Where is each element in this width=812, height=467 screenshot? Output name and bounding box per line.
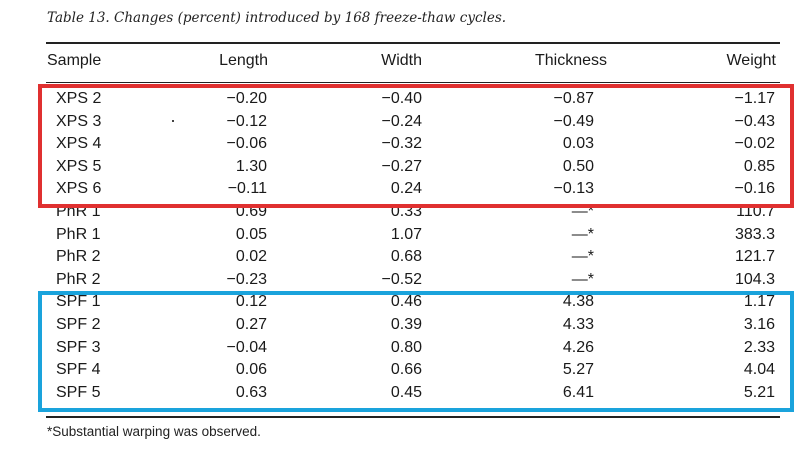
cell-thickness: −0.87 <box>553 90 594 107</box>
table-row: SPF 4 0.06 0.66 5.27 4.04 <box>0 359 812 381</box>
cell-length: 0.02 <box>235 248 267 266</box>
cell-length: 0.63 <box>235 383 267 401</box>
header-thickness: Thickness <box>534 52 607 69</box>
cell-weight: −0.16 <box>734 180 775 198</box>
cell-width: −0.40 <box>381 90 422 107</box>
table-row: SPF 5 0.63 0.45 6.41 5.21 <box>0 382 812 404</box>
cell-sample: XPS 5 <box>56 157 102 175</box>
cell-length: −0.04 <box>226 338 267 356</box>
cell-thickness: —* <box>571 270 594 288</box>
cell-width: −0.32 <box>381 135 422 153</box>
cell-width: 0.39 <box>390 316 422 333</box>
cell-weight: 4.04 <box>743 361 775 379</box>
cell-length: 0.05 <box>235 225 267 243</box>
scan-speck <box>172 120 174 122</box>
cell-width: −0.24 <box>381 112 422 130</box>
cell-weight: 3.16 <box>743 316 775 333</box>
cell-weight: 0.85 <box>743 157 775 175</box>
table-row: XPS 3 −0.12 −0.24 −0.49 −0.43 <box>0 111 812 133</box>
header-width: Width <box>381 52 422 69</box>
cell-length: 0.06 <box>235 361 267 379</box>
table-row: PhR 1 0.05 1.07 —* 383.3 <box>0 224 812 246</box>
cell-length: −0.11 <box>227 180 267 198</box>
cell-thickness: 0.03 <box>562 135 594 153</box>
cell-weight: 5.21 <box>743 383 775 401</box>
cell-weight: −1.17 <box>734 90 775 107</box>
cell-weight: 2.33 <box>743 338 775 356</box>
cell-weight: 383.3 <box>734 225 775 243</box>
cell-length: −0.06 <box>226 135 267 153</box>
cell-thickness: 4.38 <box>562 293 594 311</box>
cell-length: 1.30 <box>235 157 267 175</box>
table-row: PhR 2 0.02 0.68 —* 121.7 <box>0 246 812 268</box>
cell-sample: XPS 4 <box>56 135 102 153</box>
cell-width: 0.45 <box>390 383 422 401</box>
cell-width: 0.66 <box>390 361 422 379</box>
table-footnote: *Substantial warping was observed. <box>47 424 261 439</box>
table-row: XPS 2 −0.20 −0.40 −0.87 −1.17 <box>0 88 812 110</box>
header-length: Length <box>219 52 268 69</box>
cell-sample: PhR 2 <box>56 270 101 288</box>
cell-sample: XPS 6 <box>56 180 102 198</box>
cell-sample: SPF 1 <box>56 293 101 311</box>
table-row: SPF 1 0.12 0.46 4.38 1.17 <box>0 291 812 313</box>
table-header-rule <box>46 82 780 83</box>
header-sample: Sample <box>47 52 102 69</box>
table-caption: Table 13. Changes (percent) introduced b… <box>47 10 507 26</box>
cell-sample: SPF 2 <box>56 316 101 333</box>
cell-width: 0.80 <box>390 338 422 356</box>
cell-thickness: −0.13 <box>553 180 594 198</box>
cell-weight: 1.17 <box>743 293 775 311</box>
cell-thickness: 0.50 <box>562 157 594 175</box>
cell-width: 0.68 <box>390 248 422 266</box>
table-row: XPS 4 −0.06 −0.32 0.03 −0.02 <box>0 133 812 155</box>
cell-length: 0.27 <box>235 316 267 333</box>
cell-width: −0.52 <box>381 270 422 288</box>
cell-sample: XPS 2 <box>56 90 102 107</box>
cell-width: 0.24 <box>390 180 422 198</box>
cell-thickness: —* <box>571 225 594 243</box>
cell-sample: SPF 4 <box>56 361 101 379</box>
cell-thickness: —* <box>571 248 594 266</box>
cell-length: −0.20 <box>226 90 267 107</box>
cell-sample: SPF 5 <box>56 383 101 401</box>
cell-weight: −0.02 <box>734 135 775 153</box>
cell-thickness: 4.26 <box>562 338 594 356</box>
cell-thickness: 4.33 <box>562 316 594 333</box>
cell-thickness: 5.27 <box>562 361 594 379</box>
cell-length: 0.12 <box>235 293 267 311</box>
header-weight: Weight <box>726 52 776 69</box>
cell-sample: SPF 3 <box>56 338 101 356</box>
cell-thickness: −0.49 <box>553 112 594 130</box>
table-row: SPF 3 −0.04 0.80 4.26 2.33 <box>0 337 812 359</box>
cell-sample: XPS 3 <box>56 112 102 130</box>
table-header-row: Sample Length Width Thickness Weight <box>0 50 812 72</box>
table-row: XPS 6 −0.11 0.24 −0.13 −0.16 <box>0 178 812 200</box>
table-row: XPS 5 1.30 −0.27 0.50 0.85 <box>0 156 812 178</box>
cell-width: 0.46 <box>390 293 422 311</box>
table-row: SPF 2 0.27 0.39 4.33 3.16 <box>0 314 812 336</box>
xps-highlight-box <box>38 84 794 208</box>
cell-thickness: 6.41 <box>562 383 594 401</box>
table-row: PhR 2 −0.23 −0.52 —* 104.3 <box>0 269 812 291</box>
cell-sample: PhR 1 <box>56 225 101 243</box>
spf-highlight-box <box>38 291 794 412</box>
table-bottom-rule <box>46 416 780 418</box>
cell-sample: PhR 2 <box>56 248 101 266</box>
cell-length: −0.23 <box>226 270 267 288</box>
cell-weight: 104.3 <box>734 270 775 288</box>
cell-length: −0.12 <box>226 112 267 130</box>
cell-weight: 121.7 <box>734 248 775 266</box>
table-top-rule <box>46 42 780 44</box>
cell-weight: −0.43 <box>734 112 775 130</box>
cell-width: −0.27 <box>381 157 422 175</box>
cell-width: 1.07 <box>390 225 422 243</box>
